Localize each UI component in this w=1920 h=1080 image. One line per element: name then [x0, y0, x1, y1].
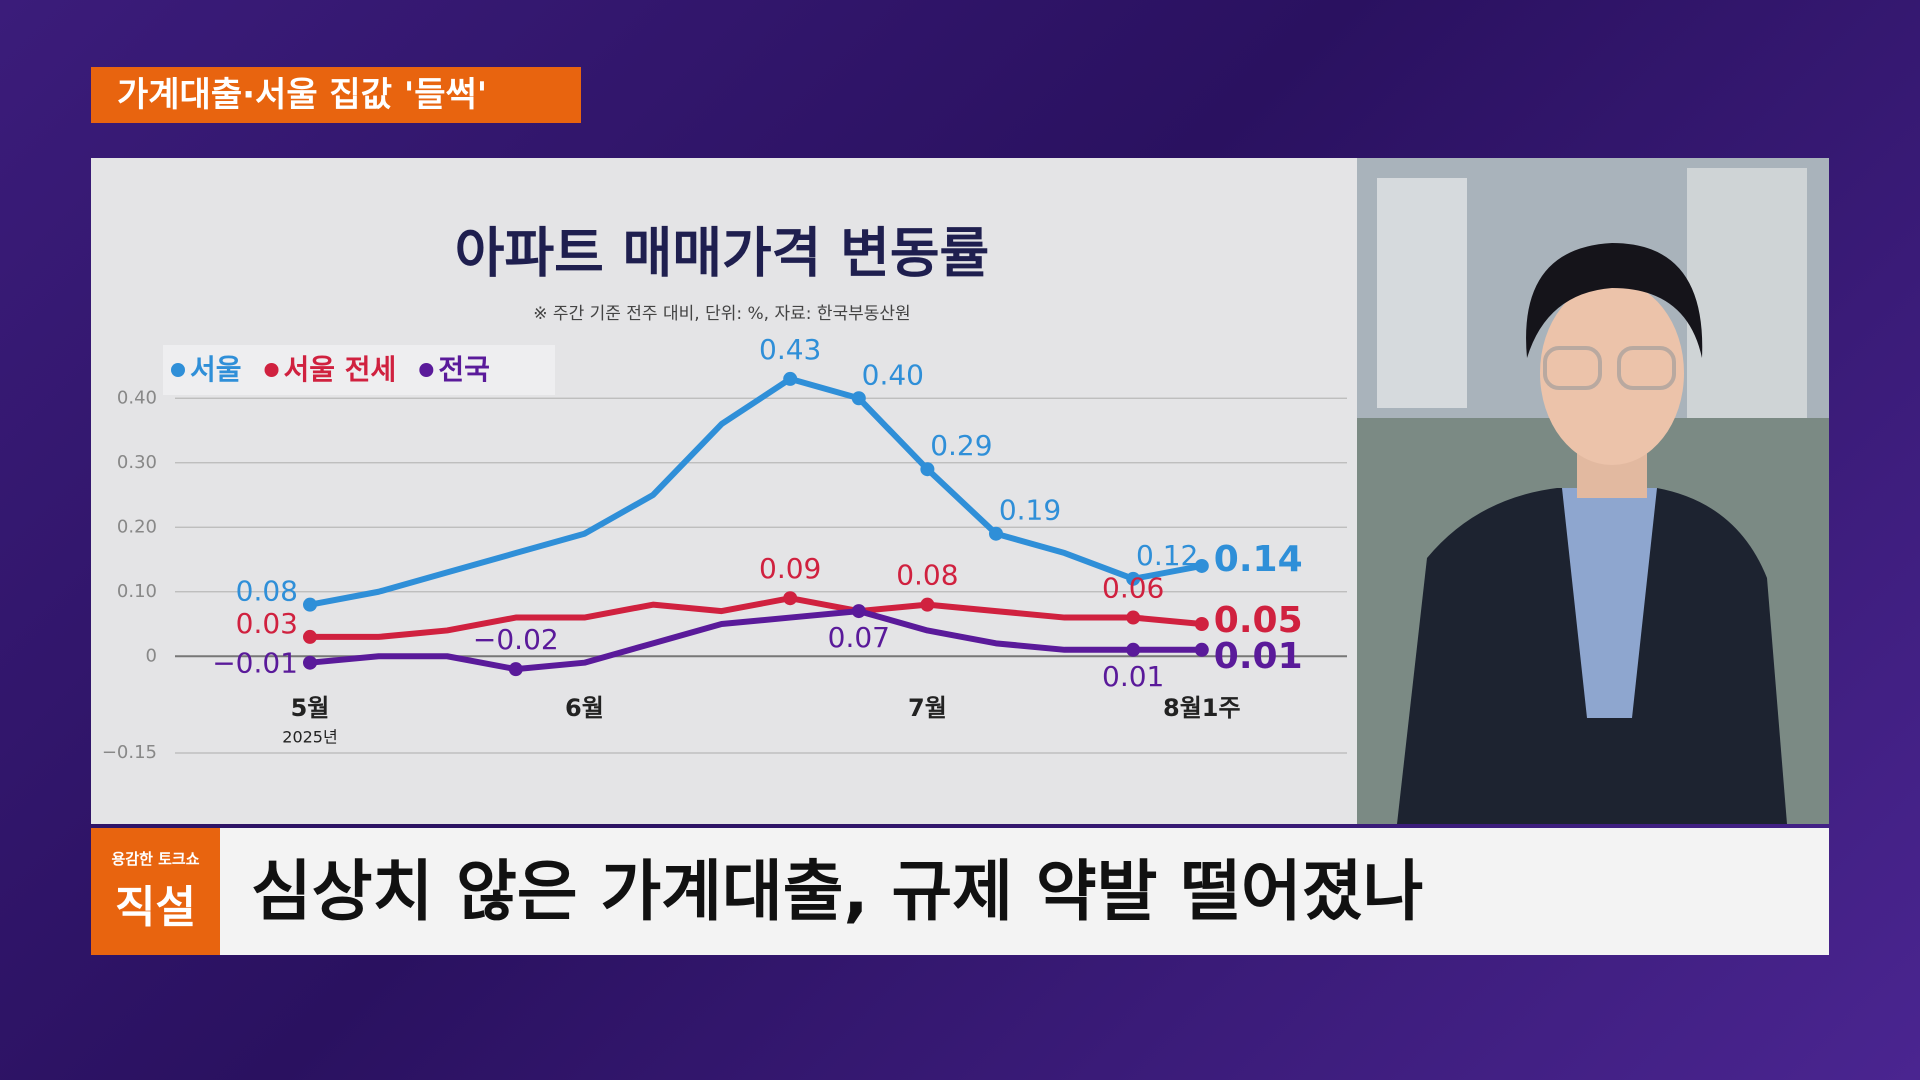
data-point: [783, 591, 798, 606]
data-point: [920, 597, 935, 612]
data-label: 0.03: [236, 607, 298, 640]
data-point: [920, 462, 935, 477]
legend-label: 서울: [190, 353, 242, 386]
data-label: 0.01: [1214, 636, 1303, 677]
data-point: [1194, 617, 1209, 631]
data-label: 0.08: [896, 559, 958, 592]
topic-tag: 가계대출·서울 집값 '들썩': [91, 67, 581, 123]
hair: [1526, 243, 1703, 358]
legend-marker: [264, 363, 279, 377]
data-point: [1126, 642, 1141, 657]
data-label: 0.14: [1214, 539, 1303, 580]
legend-marker: [419, 363, 434, 377]
data-point: [1126, 610, 1141, 625]
segment-name: 직설: [115, 882, 196, 933]
data-point: [303, 655, 317, 670]
data-label: 0.05: [1214, 600, 1303, 641]
glasses: [1617, 346, 1676, 390]
guest-illustration: [1357, 158, 1829, 824]
data-point: [989, 526, 1003, 541]
y-tick-label: 0.30: [117, 452, 157, 473]
series-line: [309, 375, 1203, 608]
data-label: 0.12: [1136, 539, 1198, 572]
legend-label: 서울 전세: [284, 353, 397, 386]
show-name: 용감한 토크쇼: [111, 850, 200, 868]
y-tick-label: 0.40: [117, 387, 157, 408]
data-label: 0.09: [759, 552, 821, 585]
data-point: [783, 371, 798, 386]
chart-panel: [91, 158, 1357, 824]
x-year-label: 2025년: [282, 728, 337, 747]
data-label: 0.40: [862, 358, 924, 391]
data-label: 0.43: [759, 333, 821, 366]
y-tick-label: −0.15: [102, 742, 157, 763]
data-point: [303, 629, 317, 644]
data-point: [1194, 642, 1209, 657]
series-line: [309, 608, 1202, 673]
series-line: [310, 595, 1203, 640]
y-tick-label: 0.10: [117, 581, 157, 602]
x-tick-label: 5월: [291, 694, 330, 722]
data-label: 0.06: [1102, 572, 1164, 605]
face: [1540, 281, 1684, 465]
building: [1687, 168, 1807, 428]
headline: 심상치 않은 가계대출, 규제 약발 떨어졌나: [251, 853, 1424, 930]
data-label: 0.08: [236, 575, 298, 608]
data-label: 0.01: [1102, 660, 1164, 693]
data-point: [1194, 558, 1209, 573]
data-point: [1126, 571, 1141, 586]
x-tick-label: 7월: [908, 694, 947, 722]
data-point: [851, 391, 866, 406]
shirt: [1562, 488, 1657, 718]
chart-title: 아파트 매매가격 변동률: [455, 222, 989, 285]
legend-box: [163, 345, 555, 395]
y-tick-label: 0: [146, 645, 157, 666]
data-label: −0.02: [473, 623, 559, 656]
show-logo: 용감한 토크쇼 직설: [91, 828, 220, 955]
chart: 아파트 매매가격 변동률 ※ 주간 기준 전주 대비, 단위: %, 자료: 한…: [102, 222, 1347, 763]
y-tick-label: 0.20: [117, 516, 157, 537]
legend-label: 전국: [438, 353, 490, 386]
building: [1377, 178, 1467, 408]
x-tick-label: 6월: [565, 694, 604, 722]
data-label: 0.29: [930, 429, 992, 462]
data-label: 0.19: [999, 494, 1061, 527]
studio-photo: [1357, 158, 1829, 824]
data-point: [851, 604, 866, 619]
glasses: [1543, 346, 1602, 390]
chart-subtitle: ※ 주간 기준 전주 대비, 단위: %, 자료: 한국부동산원: [533, 304, 910, 324]
data-label: −0.01: [212, 647, 298, 680]
lower-third: 용감한 토크쇼 직설 심상치 않은 가계대출, 규제 약발 떨어졌나: [91, 828, 1829, 955]
data-label: 0.07: [828, 621, 890, 654]
data-point: [303, 597, 317, 612]
legend-marker: [171, 363, 185, 377]
data-point: [508, 662, 523, 677]
x-tick-label: 8월1주: [1163, 694, 1241, 722]
